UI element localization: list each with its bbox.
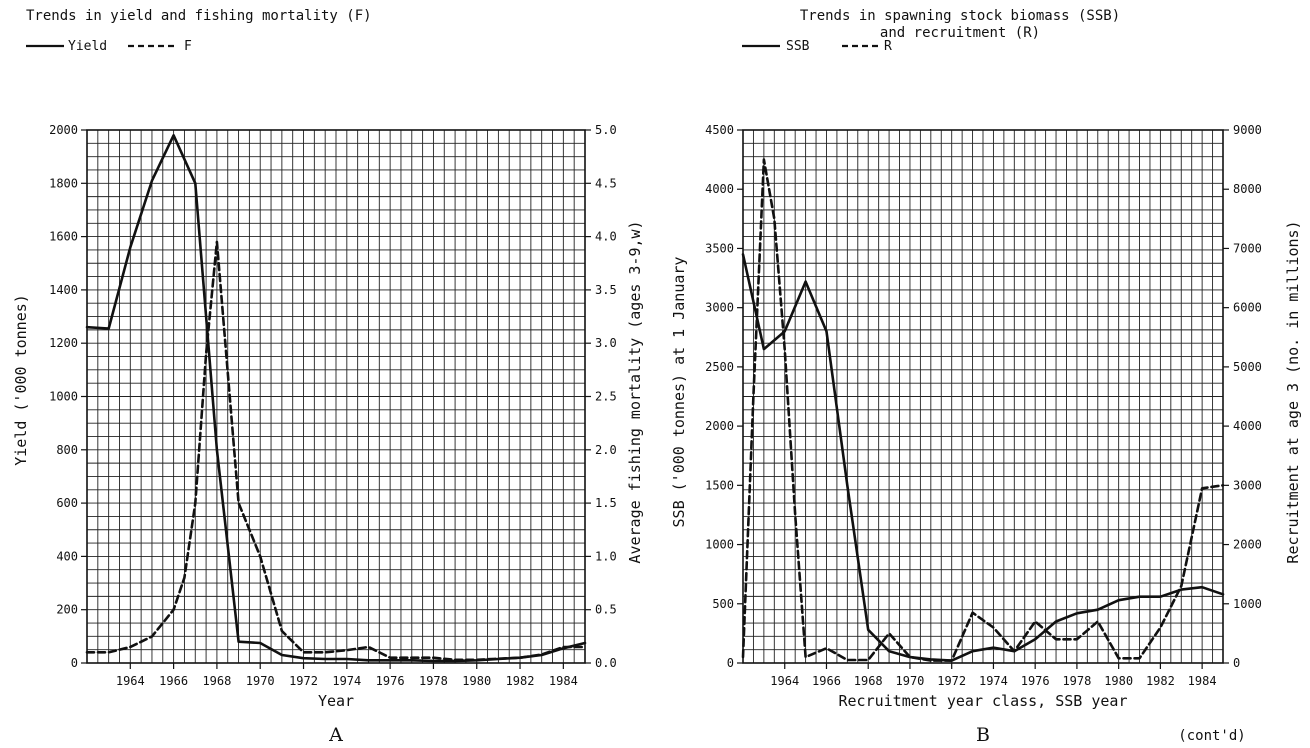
y-tick-label: 1500 <box>705 478 734 492</box>
panel-b-y2-axis-label: Recruitment at age 3 (no. in millions) <box>1284 220 1302 563</box>
x-tick-label: 1966 <box>812 674 841 688</box>
x-tick-label: 1974 <box>979 674 1008 688</box>
x-tick-label: 1968 <box>202 674 231 688</box>
panel-b-y-axis-label: SSB ('000 tonnes) at 1 January <box>670 257 688 528</box>
y-tick-label: 500 <box>712 597 734 611</box>
y-tick-label: 600 <box>56 496 78 510</box>
x-tick-label: 1976 <box>376 674 405 688</box>
y-tick-label: 2500 <box>705 360 734 374</box>
x-tick-label: 1978 <box>419 674 448 688</box>
plot-frame <box>742 129 1224 664</box>
x-tick-label: 1980 <box>462 674 491 688</box>
panel-b-legend: SSB R <box>742 39 892 54</box>
legend-f-label: F <box>184 39 192 54</box>
y2-tick-label: 5.0 <box>595 123 617 137</box>
y2-tick-label: 0 <box>1233 656 1240 670</box>
x-tick-label: 1966 <box>159 674 188 688</box>
y2-tick-label: 8000 <box>1233 182 1262 196</box>
y2-tick-label: 1000 <box>1233 597 1262 611</box>
x-tick-label: 1984 <box>549 674 578 688</box>
y2-tick-label: 3.0 <box>595 336 617 350</box>
y2-tick-label: 4000 <box>1233 419 1262 433</box>
x-tick-label: 1984 <box>1188 674 1217 688</box>
x-tick-label: 1964 <box>770 674 799 688</box>
x-tick-label: 1970 <box>896 674 925 688</box>
panel-a-y2-axis-label: Average fishing mortality (ages 3-9,w) <box>626 220 644 563</box>
y2-tick-label: 3000 <box>1233 478 1262 492</box>
x-tick-label: 1968 <box>854 674 883 688</box>
x-tick-label: 1964 <box>116 674 145 688</box>
y-tick-label: 1000 <box>705 538 734 552</box>
y-tick-label: 1600 <box>49 230 78 244</box>
legend-yield-label: Yield <box>68 39 107 54</box>
y-tick-label: 400 <box>56 549 78 563</box>
legend-r-label: R <box>884 39 892 54</box>
series-line-f <box>85 240 587 662</box>
y2-tick-label: 4.0 <box>595 230 617 244</box>
y-tick-label: 2000 <box>705 419 734 433</box>
y2-tick-label: 2.5 <box>595 390 617 404</box>
y2-tick-label: 3.5 <box>595 283 617 297</box>
y-tick-label: 800 <box>56 443 78 457</box>
x-tick-label: 1972 <box>289 674 318 688</box>
x-tick-label: 1982 <box>1146 674 1175 688</box>
y-tick-label: 0 <box>71 656 78 670</box>
x-tick-label: 1982 <box>506 674 535 688</box>
y-tick-label: 3500 <box>705 241 734 255</box>
panel-b-letter: B <box>976 724 990 746</box>
y2-tick-label: 5000 <box>1233 360 1262 374</box>
y2-tick-label: 4.5 <box>595 176 617 190</box>
y2-tick-label: 0.5 <box>595 603 617 617</box>
x-tick-label: 1976 <box>1021 674 1050 688</box>
y2-tick-label: 1.0 <box>595 549 617 563</box>
y-tick-label: 4000 <box>705 182 734 196</box>
y2-tick-label: 6000 <box>1233 301 1262 315</box>
x-tick-label: 1974 <box>332 674 361 688</box>
x-tick-label: 1972 <box>937 674 966 688</box>
y2-tick-label: 2.0 <box>595 443 617 457</box>
panel-b-title-line-1: Trends in spawning stock biomass (SSB) <box>800 8 1120 24</box>
y2-tick-label: 9000 <box>1233 123 1262 137</box>
y2-tick-label: 7000 <box>1233 241 1262 255</box>
y2-tick-label: 0.0 <box>595 656 617 670</box>
y-tick-label: 200 <box>56 603 78 617</box>
panel-a-legend: Yield F <box>26 39 192 54</box>
y-tick-label: 1400 <box>49 283 78 297</box>
y2-tick-label: 1.5 <box>595 496 617 510</box>
continued-note: (cont'd) <box>1178 728 1245 744</box>
x-tick-label: 1978 <box>1062 674 1091 688</box>
y-tick-label: 1000 <box>49 390 78 404</box>
y-tick-label: 2000 <box>49 123 78 137</box>
panel-b-title-line-2: and recruitment (R) <box>880 25 1040 41</box>
legend-ssb-label: SSB <box>786 39 810 54</box>
panel-b-ssb-recruitment: Trends in spawning stock biomass (SSB) a… <box>670 8 1302 746</box>
series-line-ssb <box>741 253 1225 662</box>
panel-b-x-axis-label: Recruitment year class, SSB year <box>839 692 1128 710</box>
y-tick-label: 3000 <box>705 301 734 315</box>
panel-a-title: Trends in yield and fishing mortality (F… <box>26 8 372 24</box>
panel-a-x-axis-label: Year <box>318 692 354 710</box>
y2-tick-label: 2000 <box>1233 538 1262 552</box>
x-tick-label: 1970 <box>246 674 275 688</box>
y-tick-label: 1200 <box>49 336 78 350</box>
panel-a-yield-fishing-mortality: Trends in yield and fishing mortality (F… <box>12 8 644 746</box>
y-tick-label: 1800 <box>49 176 78 190</box>
panel-a-letter: A <box>328 724 343 746</box>
x-tick-label: 1980 <box>1104 674 1133 688</box>
panel-a-y-axis-label: Yield ('000 tonnes) <box>12 294 30 466</box>
y-tick-label: 4500 <box>705 123 734 137</box>
series-line-r <box>741 158 1225 662</box>
y-tick-label: 0 <box>727 656 734 670</box>
